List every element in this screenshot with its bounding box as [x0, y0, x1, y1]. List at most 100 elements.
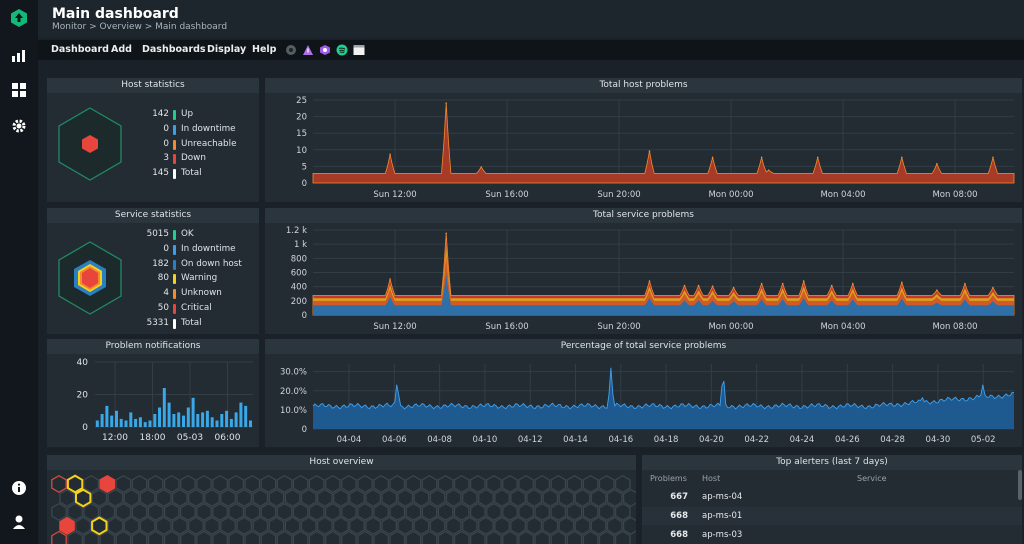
host-hex[interactable]: [131, 530, 148, 544]
host-hex[interactable]: [155, 516, 172, 535]
host-hex[interactable]: [357, 502, 373, 521]
host-hex[interactable]: [606, 488, 623, 508]
table-scrollbar[interactable]: [1018, 470, 1022, 500]
host-hex[interactable]: [469, 474, 486, 494]
host-hex[interactable]: [123, 516, 140, 535]
host-hex[interactable]: [478, 488, 494, 508]
host-hex[interactable]: [598, 474, 615, 494]
host-hex[interactable]: [180, 502, 196, 521]
host-hex[interactable]: [437, 502, 454, 521]
host-hex[interactable]: [308, 502, 325, 521]
host-hex[interactable]: [574, 516, 591, 535]
host-hex[interactable]: [614, 530, 631, 544]
host-hex[interactable]: [405, 502, 422, 521]
host-hex[interactable]: [558, 516, 575, 535]
host-hex[interactable]: [83, 530, 100, 544]
host-hex[interactable]: [139, 516, 156, 535]
column-service[interactable]: Service: [857, 474, 887, 483]
host-hex-warning[interactable]: [75, 488, 92, 508]
spotify-icon[interactable]: [336, 44, 348, 56]
host-hex[interactable]: [566, 530, 583, 544]
host-hex[interactable]: [429, 516, 446, 535]
host-hex[interactable]: [115, 530, 132, 544]
host-hex[interactable]: [204, 488, 220, 508]
host-hex[interactable]: [236, 516, 253, 535]
host-hex[interactable]: [373, 530, 389, 544]
host-hex[interactable]: [590, 488, 607, 508]
host-hex[interactable]: [598, 530, 615, 544]
host-name[interactable]: ap-ms-03: [702, 530, 743, 540]
host-hex[interactable]: [614, 502, 631, 521]
host-hex[interactable]: [397, 488, 414, 508]
host-hex[interactable]: [542, 488, 559, 508]
host-hex[interactable]: [292, 530, 309, 544]
warning-icon[interactable]: [302, 44, 314, 56]
host-hex[interactable]: [389, 502, 406, 521]
host-hex[interactable]: [486, 474, 502, 494]
menu-help[interactable]: Help: [252, 44, 277, 55]
host-hex[interactable]: [582, 474, 599, 494]
host-hex[interactable]: [421, 474, 438, 494]
host-hex[interactable]: [437, 530, 454, 544]
host-hex[interactable]: [582, 530, 599, 544]
host-hex[interactable]: [292, 502, 309, 521]
table-row[interactable]: 668 ap-ms-01: [642, 507, 1022, 525]
host-hex[interactable]: [365, 516, 381, 535]
host-hex[interactable]: [236, 488, 253, 508]
host-hex[interactable]: [212, 502, 228, 521]
table-row[interactable]: 668 ap-ms-03: [642, 526, 1022, 544]
host-hex[interactable]: [526, 516, 543, 535]
table-row[interactable]: 667 ap-ms-04: [642, 488, 1022, 506]
host-hex[interactable]: [397, 516, 414, 535]
logo-icon[interactable]: [9, 8, 29, 28]
host-hex[interactable]: [115, 502, 132, 521]
host-hex[interactable]: [469, 530, 486, 544]
host-hex[interactable]: [405, 530, 422, 544]
host-hex[interactable]: [453, 502, 470, 521]
host-hex[interactable]: [204, 516, 220, 535]
host-hex[interactable]: [75, 516, 92, 535]
host-hex[interactable]: [373, 474, 389, 494]
host-hex[interactable]: [139, 488, 156, 508]
host-hex[interactable]: [107, 516, 124, 535]
host-hex[interactable]: [518, 502, 534, 521]
host-hex-down[interactable]: [99, 474, 116, 494]
host-hex[interactable]: [421, 530, 438, 544]
host-hex[interactable]: [244, 530, 261, 544]
host-hex[interactable]: [284, 488, 301, 508]
host-hex[interactable]: [510, 488, 526, 508]
host-hex[interactable]: [542, 516, 559, 535]
host-hex-critical[interactable]: [51, 474, 67, 494]
host-hex[interactable]: [518, 474, 534, 494]
host-hex[interactable]: [196, 530, 212, 544]
host-hex[interactable]: [188, 488, 204, 508]
host-hex[interactable]: [163, 474, 180, 494]
host-hex[interactable]: [518, 530, 534, 544]
host-hex[interactable]: [453, 474, 470, 494]
host-hex[interactable]: [598, 502, 615, 521]
host-hex[interactable]: [67, 530, 83, 544]
host-hex[interactable]: [276, 474, 293, 494]
host-hex[interactable]: [534, 502, 551, 521]
host-hex[interactable]: [373, 502, 389, 521]
host-hex[interactable]: [582, 502, 599, 521]
shield-icon[interactable]: [319, 44, 331, 56]
host-hex[interactable]: [405, 474, 422, 494]
host-name[interactable]: ap-ms-04: [702, 492, 743, 502]
dark-mode-icon[interactable]: [285, 44, 297, 56]
host-hex[interactable]: [276, 502, 293, 521]
host-hex[interactable]: [91, 488, 108, 508]
host-hex[interactable]: [171, 488, 188, 508]
host-hex[interactable]: [123, 488, 140, 508]
host-hex[interactable]: [550, 502, 567, 521]
host-hex[interactable]: [341, 474, 357, 494]
host-hex[interactable]: [494, 488, 510, 508]
host-hex[interactable]: [357, 474, 373, 494]
column-problems[interactable]: Problems: [650, 474, 687, 483]
host-hex[interactable]: [292, 474, 309, 494]
host-hex[interactable]: [494, 516, 510, 535]
host-hex[interactable]: [300, 516, 317, 535]
host-hex[interactable]: [502, 502, 518, 521]
host-hex[interactable]: [558, 488, 575, 508]
host-hex[interactable]: [171, 516, 188, 535]
